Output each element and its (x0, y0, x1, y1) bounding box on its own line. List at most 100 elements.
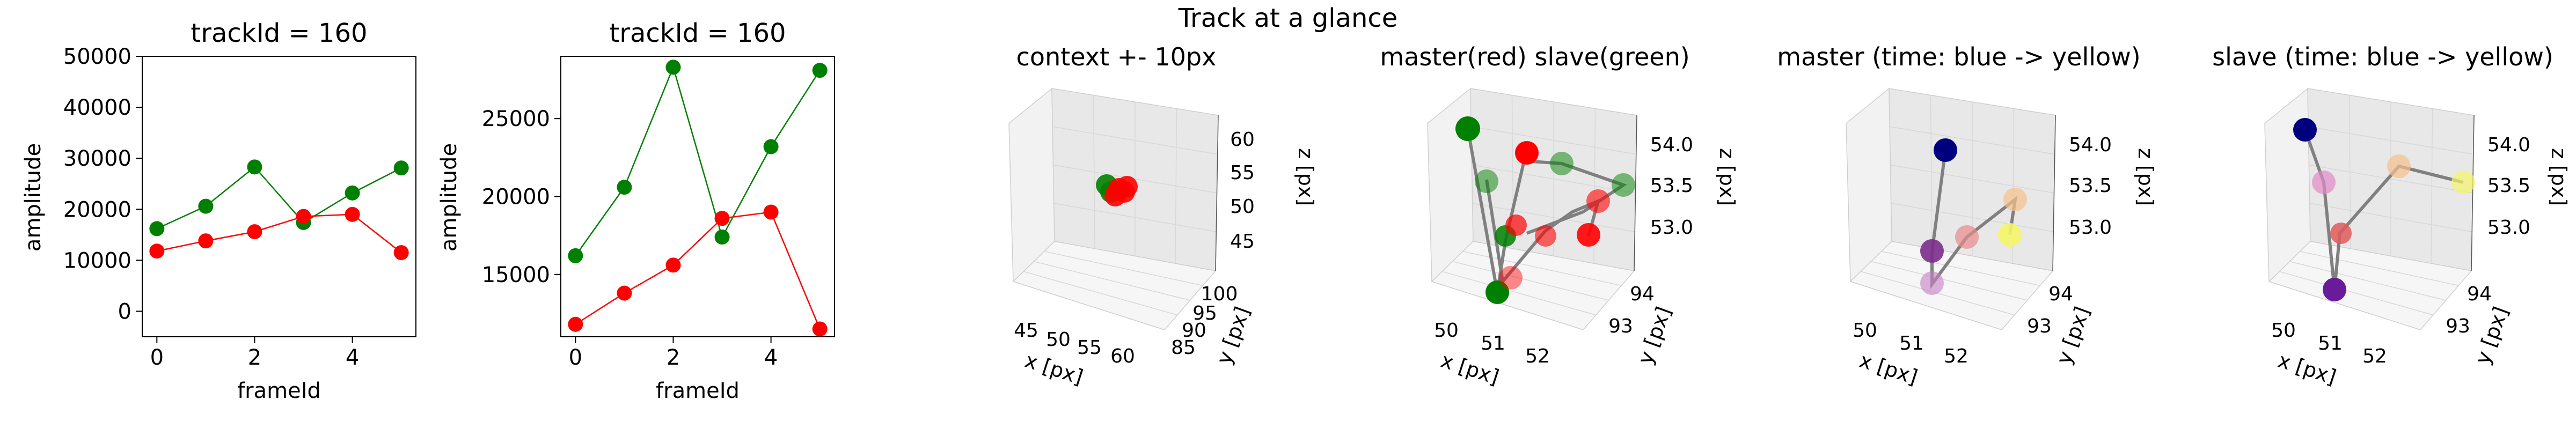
data-point (149, 243, 165, 259)
grid-line (1471, 164, 1636, 194)
chart-2-y-axis: 15000 20000 25000 (482, 107, 561, 287)
chart-5-title: master (time: blue -> yellow) (1777, 42, 2140, 71)
grid-line (1890, 164, 2055, 194)
chart-3: context +- 10px 45 50 55 60 85 90 95 100… (1008, 42, 1318, 389)
data-point (617, 180, 632, 195)
chart-4-ylabel: y [px] (1633, 304, 1675, 367)
z-axis-line (1634, 115, 1637, 271)
slave-point (1485, 280, 1509, 304)
master-point (1586, 189, 1610, 213)
y-tick-label: 20000 (482, 185, 550, 210)
slave-point (1612, 173, 1635, 197)
grid-line (2308, 164, 2473, 194)
chart-5-tick-y-0: 93 (2027, 315, 2052, 337)
slave-point (2323, 278, 2346, 301)
grid-line (1044, 251, 1203, 286)
master-point (2003, 188, 2027, 211)
chart-4-tick-z-1: 53.5 (1650, 175, 1693, 197)
chart-6-tick-x-2: 52 (2362, 345, 2387, 367)
chart-5-tick-y-1: 94 (2048, 283, 2073, 305)
chart-2-xlabel: frameId (656, 379, 740, 403)
chart-1-series (149, 159, 409, 261)
data-point (763, 204, 779, 220)
data-point (247, 224, 262, 240)
chart-3-tick-y-2: 95 (1192, 302, 1217, 324)
z-axis-line (1215, 115, 1219, 271)
data-point (665, 257, 681, 273)
y-tick-label: 20000 (63, 197, 131, 222)
master-point (1577, 223, 1600, 247)
grid-line (1175, 108, 1177, 264)
data-point (149, 221, 165, 236)
grid-line (2308, 203, 2473, 233)
chart-6: slave (time: blue -> yellow) 50 51 52 93… (2212, 42, 2571, 389)
chart-4: master(red) slave(green) 50 51 52 93 94 … (1380, 42, 1739, 389)
master-point (1920, 239, 1944, 263)
y-tick-label: 30000 (63, 146, 131, 171)
y-tick-label: 10000 (63, 248, 131, 273)
x-tick-label: 0 (569, 345, 582, 370)
chart-5-tick-z-2: 54.0 (2069, 134, 2112, 156)
chart-4-title: master(red) slave(green) (1380, 42, 1689, 71)
z-axis-line (2471, 115, 2475, 271)
chart-4-zlabel: z [px] (1715, 148, 1739, 206)
chart-4-tick-x-2: 52 (1525, 345, 1550, 367)
chart-6-tick-z-0: 53.0 (2487, 217, 2530, 239)
chart-5-tick-x-0: 50 (1853, 320, 1877, 342)
chart-3-tick-y-0: 85 (1171, 337, 1196, 359)
chart-6-points (2293, 118, 2475, 301)
chart-1-ylabel: amplitude (21, 143, 46, 252)
master-point (1998, 223, 2022, 247)
chart-2-x-axis: 0 2 4 (569, 337, 778, 370)
chart-6-tick-z-1: 53.5 (2487, 175, 2530, 197)
data-point (198, 233, 214, 249)
chart-1-title: trackId = 160 (191, 18, 367, 48)
chart-5-points (1920, 138, 2027, 295)
x-tick-label: 0 (150, 345, 164, 370)
chart-6-title: slave (time: blue -> yellow) (2212, 42, 2553, 71)
x-tick-label: 4 (346, 345, 359, 370)
chart-6-tick-x-0: 50 (2271, 320, 2296, 342)
data-point (345, 185, 360, 201)
grid-line (1452, 261, 1609, 301)
chart-3-ylabel: y [px] (1212, 304, 1254, 367)
data-point (296, 209, 311, 224)
data-point (198, 198, 214, 214)
chart-3-tick-x-2: 55 (1077, 337, 1102, 359)
master-point (1535, 225, 1556, 247)
slave-point (1475, 169, 1498, 193)
chart-4-points (1455, 116, 1635, 304)
grid-line (2289, 261, 2446, 301)
data-point (568, 248, 583, 263)
grid-line (2300, 251, 2459, 286)
chart-3-tick-x-1: 50 (1046, 329, 1071, 351)
chart-6-xlabel: x [px] (2275, 349, 2339, 389)
data-point (665, 60, 681, 75)
chart-4-tick-z-2: 54.0 (1650, 134, 1693, 156)
data-point (568, 316, 583, 332)
grid-line (1442, 271, 1596, 316)
chart-3-tick-x-0: 45 (1014, 320, 1038, 342)
chart-5-tick-x-2: 52 (1944, 345, 1968, 367)
master-point (1505, 214, 1527, 236)
chart-1-plot-area (142, 56, 416, 337)
chart-4-tick-x-0: 50 (1434, 320, 1459, 342)
slave-point (2293, 118, 2317, 142)
grid-line (2279, 271, 2433, 316)
slave-point (2451, 171, 2475, 194)
y-tick-label: 50000 (63, 45, 131, 69)
grid-line (1890, 203, 2055, 233)
data-point (617, 285, 632, 301)
master-point (1515, 141, 1539, 165)
chart-1-y-axis: 0 10000 20000 30000 40000 50000 (63, 45, 142, 324)
grid-line (1462, 251, 1622, 286)
grid-line (1052, 203, 1218, 233)
series-line-0 (575, 65, 821, 256)
chart-2-ylabel: amplitude (437, 143, 462, 252)
chart-3-tick-z-1: 50 (1230, 196, 1255, 218)
master-point (1955, 225, 1979, 249)
chart-1-x-axis: 0 2 4 (150, 337, 359, 370)
slave-point (2330, 223, 2352, 244)
grid-line (1023, 271, 1177, 316)
y-tick-label: 0 (118, 299, 131, 324)
